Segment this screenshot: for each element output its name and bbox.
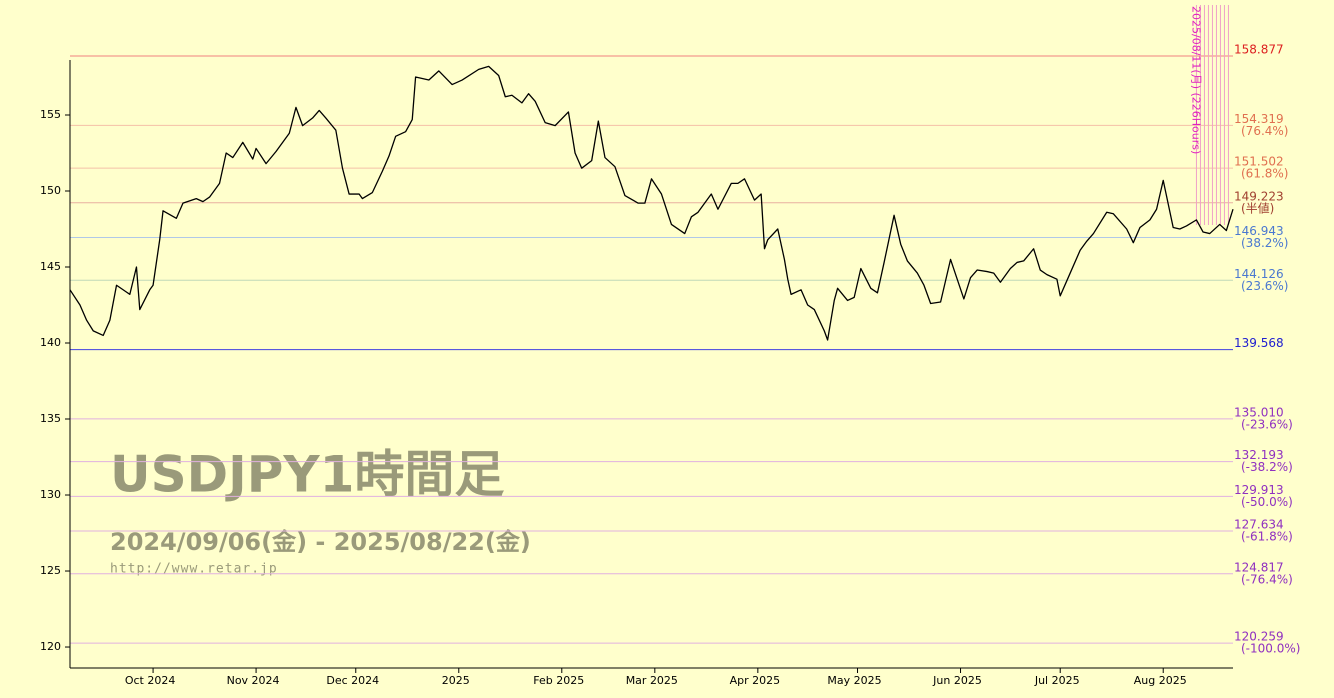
watermark-title: USDJPY1時間足 xyxy=(110,446,504,504)
level-note: (23.6%) xyxy=(1241,279,1288,293)
level-label: 127.634 xyxy=(1234,517,1284,531)
level-note: (-76.4%) xyxy=(1241,572,1293,586)
level-label: 154.319 xyxy=(1234,112,1284,126)
x-tick-label: 2025 xyxy=(442,674,470,687)
level-note: (-100.0%) xyxy=(1241,642,1300,656)
level-note: (-23.6%) xyxy=(1241,417,1293,431)
price-line xyxy=(69,65,1234,341)
y-tick-label: 130 xyxy=(40,488,61,501)
level-label: 135.010 xyxy=(1234,405,1284,419)
y-tick-label: 135 xyxy=(40,412,61,425)
x-tick-label: Feb 2025 xyxy=(533,674,584,687)
y-tick-label: 125 xyxy=(40,564,61,577)
x-tick-label: Dec 2024 xyxy=(326,674,379,687)
y-tick-label: 150 xyxy=(40,184,61,197)
level-note: (-38.2%) xyxy=(1241,460,1293,474)
level-label: 139.568 xyxy=(1234,336,1284,350)
x-tick-label: Oct 2024 xyxy=(125,674,176,687)
x-tick-label: May 2025 xyxy=(827,674,881,687)
x-tick-label: Jun 2025 xyxy=(932,674,982,687)
level-label: 146.943 xyxy=(1234,224,1284,238)
level-label: 149.223 xyxy=(1234,189,1284,203)
y-tick-label: 145 xyxy=(40,260,61,273)
level-label: 124.817 xyxy=(1234,560,1284,574)
level-label: 129.913 xyxy=(1234,483,1284,497)
y-tick-label: 120 xyxy=(40,640,61,653)
x-tick-label: Jul 2025 xyxy=(1034,674,1080,687)
level-note: (-61.8%) xyxy=(1241,529,1293,543)
x-tick-label: Nov 2024 xyxy=(227,674,280,687)
y-tick-label: 155 xyxy=(40,108,61,121)
level-note: (38.2%) xyxy=(1241,236,1288,250)
level-note: (半値) xyxy=(1241,200,1274,215)
level-note: (61.8%) xyxy=(1241,167,1288,181)
level-note: (-50.0%) xyxy=(1241,495,1293,509)
level-note: (76.4%) xyxy=(1241,124,1288,138)
watermark-source: http://www.retar.jp xyxy=(110,562,278,577)
level-label: 132.193 xyxy=(1234,448,1284,462)
watermark-subtitle: 2024/09/06(金) - 2025/08/22(金) xyxy=(110,528,531,556)
annotation: 2025/08/11(月) (226Hours) xyxy=(1189,6,1202,154)
level-label: 158.877 xyxy=(1234,43,1284,57)
level-label: 151.502 xyxy=(1234,155,1284,169)
y-tick-label: 140 xyxy=(40,336,61,349)
x-tick-label: Mar 2025 xyxy=(626,674,678,687)
level-label: 120.259 xyxy=(1234,630,1284,644)
x-tick-label: Aug 2025 xyxy=(1134,674,1187,687)
level-label: 144.126 xyxy=(1234,267,1284,281)
x-tick-label: Apr 2025 xyxy=(730,674,781,687)
